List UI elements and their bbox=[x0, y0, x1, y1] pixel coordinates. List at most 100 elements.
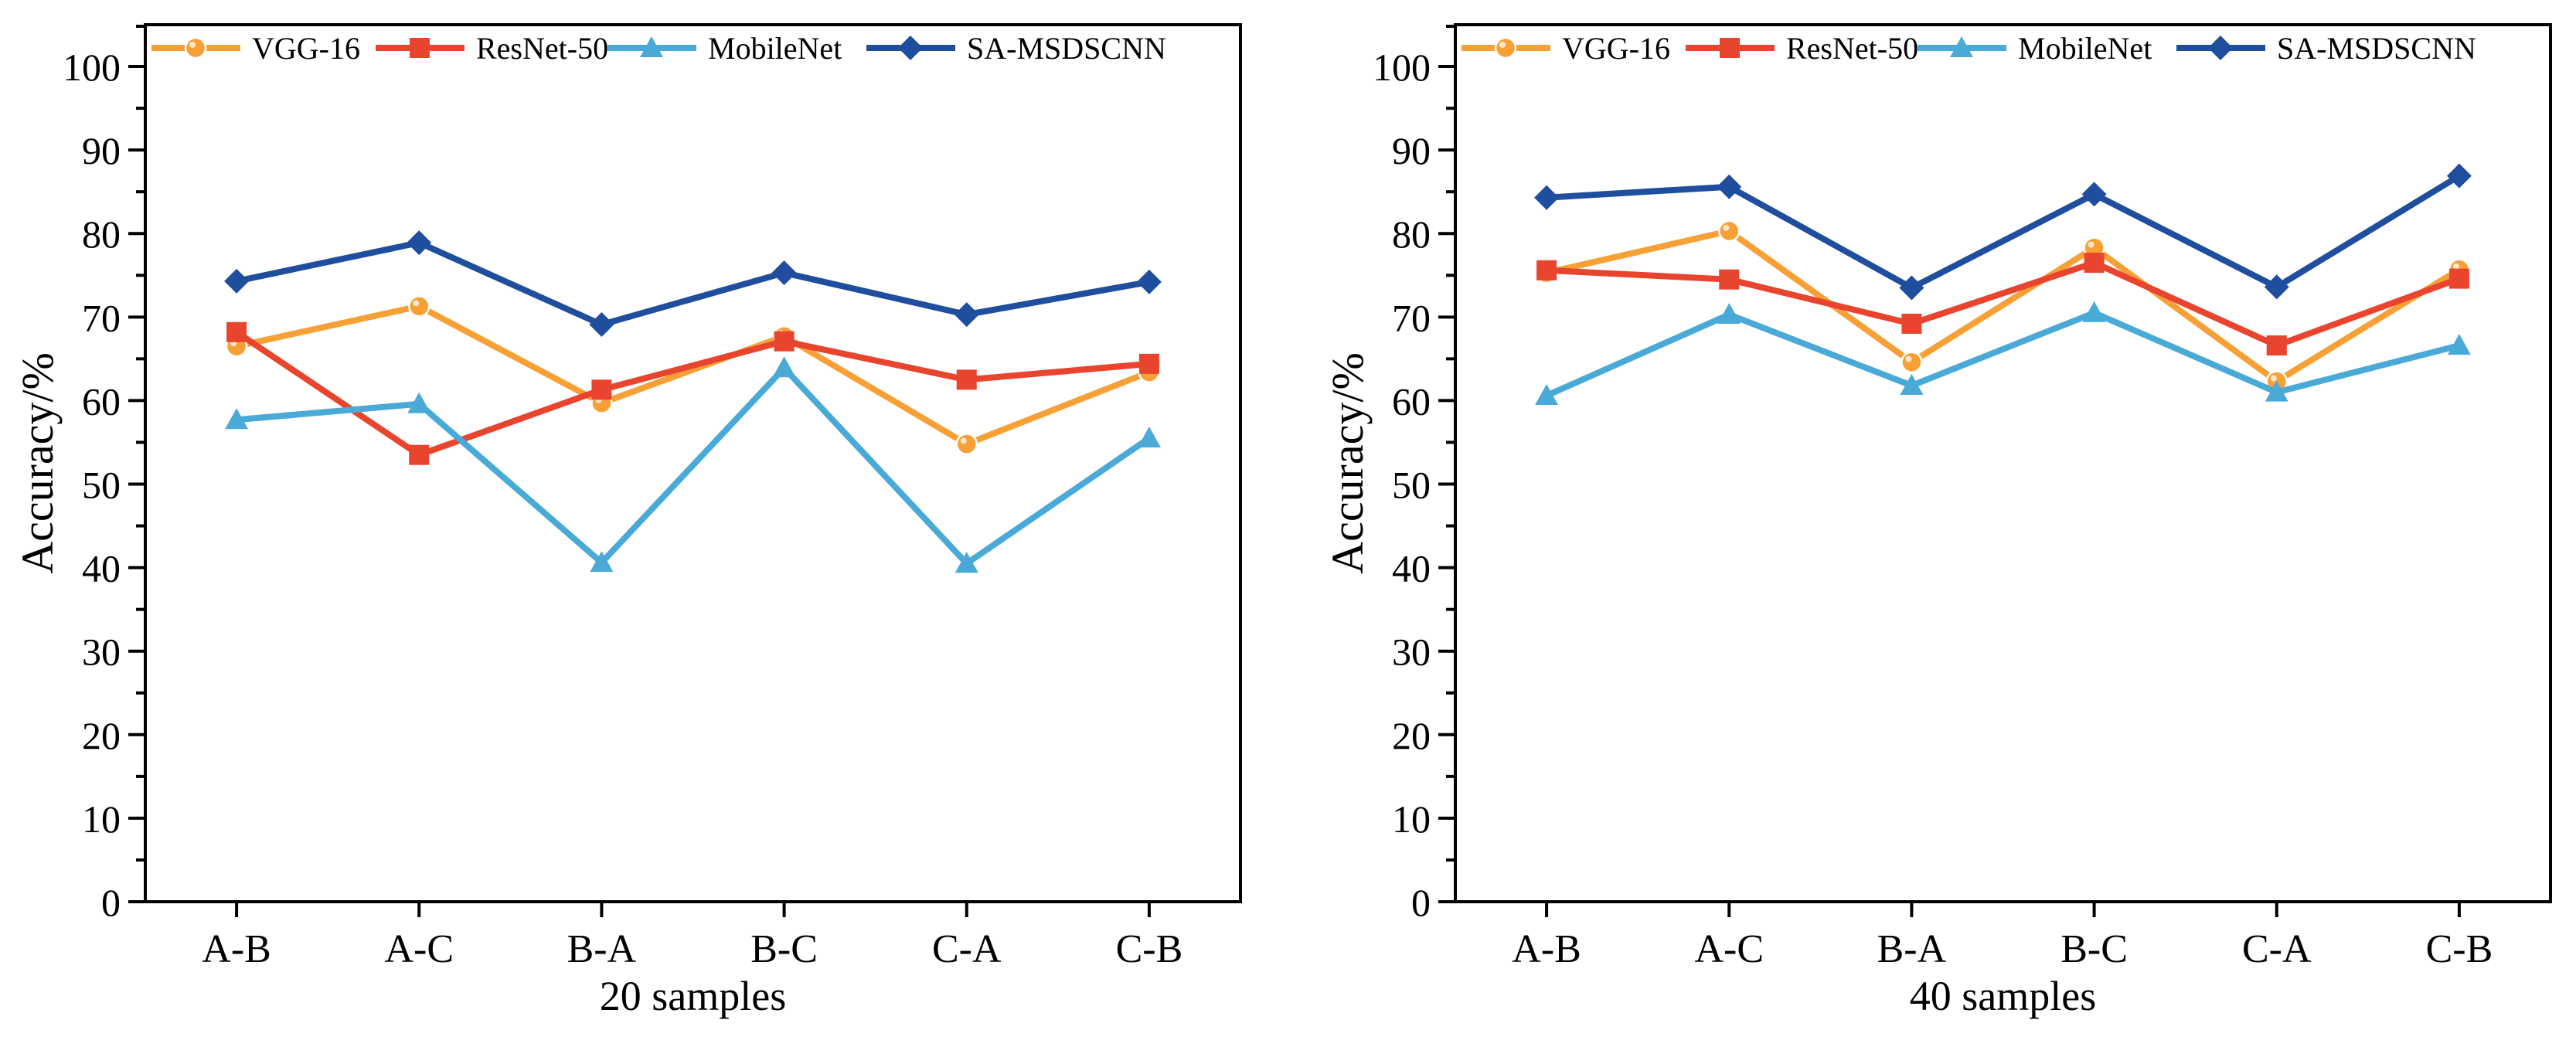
data-point-highlight bbox=[2088, 241, 2094, 248]
legend-label: VGG-16 bbox=[252, 31, 360, 66]
data-point bbox=[1900, 373, 1924, 395]
chart-panel-2: 0 10 20 30 40 50 60 70 80 90 100 A-B A-C B-A B-C C-A C-B… bbox=[1322, 23, 2552, 1019]
series-resnet-50 bbox=[226, 321, 1159, 465]
data-point bbox=[2264, 274, 2289, 300]
series-resnet-50 bbox=[1536, 253, 2469, 356]
legend: VGG-16 ResNet-50 MobileNet SA-MSDSCNN bbox=[1462, 31, 2476, 66]
series-mobilenet bbox=[1535, 301, 2471, 405]
x-tick-label: A-C bbox=[1694, 927, 1764, 971]
y-tick-label: 70 bbox=[82, 296, 121, 339]
legend-label: MobileNet bbox=[708, 31, 842, 66]
series-line bbox=[236, 240, 1150, 328]
series-sa-msdscnn bbox=[1534, 163, 2472, 301]
y-tick-label: 50 bbox=[82, 464, 121, 507]
data-point-highlight bbox=[2270, 375, 2277, 382]
legend-label: ResNet-50 bbox=[476, 31, 608, 66]
legend-marker bbox=[1950, 36, 1973, 57]
data-point bbox=[774, 331, 795, 352]
legend-marker-highlight bbox=[189, 42, 196, 48]
legend-marker bbox=[2208, 36, 2233, 60]
data-point bbox=[1536, 260, 1557, 280]
data-point-highlight bbox=[1905, 355, 1912, 362]
x-tick-label: A-B bbox=[1512, 927, 1581, 971]
series-line bbox=[1546, 173, 2461, 291]
legend-label: SA-MSDSCNN bbox=[967, 31, 1166, 66]
x-tick-label: B-A bbox=[1877, 927, 1947, 971]
x-tick-label: A-B bbox=[202, 927, 271, 971]
series-line bbox=[1546, 260, 2461, 349]
y-tick-label: 60 bbox=[1392, 379, 1431, 423]
data-point bbox=[408, 295, 430, 318]
legend-item: SA-MSDSCNN bbox=[2176, 31, 2476, 66]
data-point bbox=[225, 408, 249, 430]
x-axis-title: 20 samples bbox=[600, 973, 786, 1019]
y-tick-label: 90 bbox=[82, 129, 121, 172]
series-sa-msdscnn bbox=[224, 230, 1162, 338]
y-tick-label: 40 bbox=[1392, 547, 1431, 590]
legend-marker bbox=[410, 38, 430, 58]
x-tick-label: C-A bbox=[932, 927, 1002, 971]
data-point bbox=[2266, 335, 2287, 356]
x-tick-label: B-C bbox=[750, 927, 818, 971]
y-tick-label: 80 bbox=[1392, 212, 1431, 256]
legend-label: MobileNet bbox=[2018, 31, 2152, 66]
data-point bbox=[2447, 334, 2471, 355]
series-line bbox=[1546, 227, 2462, 385]
y-tick-label: 30 bbox=[82, 631, 121, 674]
y-axis-title: Accuracy/% bbox=[12, 352, 63, 574]
legend-marker bbox=[1720, 38, 1740, 58]
data-point bbox=[772, 356, 796, 378]
y-axis-title: Accuracy/% bbox=[1322, 352, 1373, 574]
legend-marker bbox=[898, 36, 923, 60]
data-point bbox=[955, 433, 978, 455]
y-tick-label: 20 bbox=[1392, 714, 1431, 757]
data-point bbox=[1899, 275, 1924, 301]
legend-marker-highlight bbox=[1499, 42, 1506, 48]
data-point-highlight bbox=[960, 437, 967, 444]
series-vgg-16 bbox=[1535, 219, 2471, 393]
data-point bbox=[591, 379, 612, 400]
data-point bbox=[1719, 269, 1740, 290]
y-tick-label: 10 bbox=[82, 797, 121, 841]
x-tick-label: B-A bbox=[567, 927, 637, 971]
x-tick-label: C-A bbox=[2242, 927, 2312, 971]
x-tick-label: C-B bbox=[1116, 927, 1183, 971]
x-tick-label: A-C bbox=[384, 927, 454, 971]
data-point bbox=[954, 302, 979, 328]
plot-frame bbox=[1454, 23, 2552, 903]
data-point bbox=[1718, 219, 1741, 243]
y-tick-label: 90 bbox=[1392, 129, 1431, 172]
x-tick-label: B-C bbox=[2060, 927, 2128, 971]
legend-item: VGG-16 bbox=[1462, 31, 1670, 66]
data-point bbox=[1717, 303, 1741, 325]
y-tick-label: 80 bbox=[82, 212, 121, 256]
x-tick-label: C-B bbox=[2426, 927, 2493, 971]
data-point bbox=[2081, 182, 2107, 207]
legend-item: SA-MSDSCNN bbox=[866, 31, 1166, 66]
legend-item: MobileNet bbox=[1918, 31, 2152, 66]
series-line bbox=[234, 329, 1150, 458]
y-tick-label: 50 bbox=[1392, 464, 1431, 507]
data-point bbox=[2446, 163, 2472, 189]
legend-marker bbox=[1494, 36, 1517, 59]
data-point bbox=[1901, 351, 1923, 373]
data-point bbox=[407, 230, 432, 256]
series-mobilenet bbox=[225, 356, 1161, 573]
data-point bbox=[2084, 253, 2105, 274]
y-tick-label: 70 bbox=[1392, 296, 1431, 339]
data-point bbox=[2082, 301, 2106, 322]
data-point bbox=[589, 312, 614, 338]
data-point bbox=[1138, 353, 1159, 374]
data-point bbox=[955, 552, 978, 573]
y-tick-label: 100 bbox=[63, 46, 121, 89]
legend-item: ResNet-50 bbox=[1686, 31, 1918, 66]
data-point-highlight bbox=[1723, 224, 1730, 231]
data-point bbox=[1136, 269, 1162, 294]
y-tick-label: 40 bbox=[82, 547, 121, 590]
data-point bbox=[771, 260, 797, 286]
legend-label: SA-MSDSCNN bbox=[2277, 31, 2476, 66]
data-point bbox=[956, 369, 977, 390]
y-tick-label: 100 bbox=[1373, 46, 1431, 89]
data-point bbox=[590, 551, 614, 573]
